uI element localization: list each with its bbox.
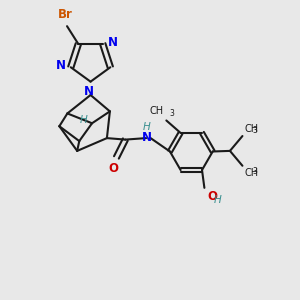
Text: N: N (84, 85, 94, 98)
Text: H: H (214, 195, 222, 205)
Text: 3: 3 (169, 109, 174, 118)
Text: N: N (56, 59, 65, 72)
Text: H: H (142, 122, 150, 132)
Text: Br: Br (58, 8, 73, 21)
Text: CH: CH (245, 124, 259, 134)
Text: CH: CH (150, 106, 164, 116)
Text: N: N (108, 36, 118, 49)
Text: 3: 3 (253, 126, 258, 135)
Text: CH: CH (245, 168, 259, 178)
Text: 3: 3 (253, 167, 258, 176)
Text: O: O (108, 162, 118, 175)
Text: N: N (141, 131, 152, 144)
Text: H: H (80, 115, 88, 125)
Text: O: O (207, 190, 218, 203)
